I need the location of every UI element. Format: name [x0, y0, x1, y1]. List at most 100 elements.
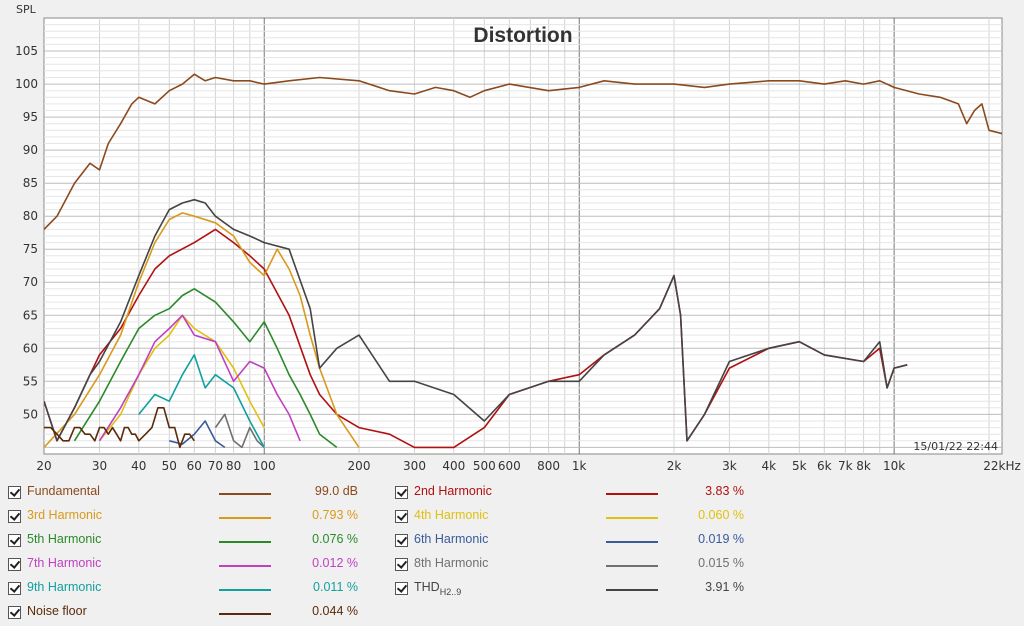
legend-label: Noise floor [27, 604, 87, 618]
grid [44, 18, 1002, 454]
legend-label: 8th Harmonic [414, 556, 488, 570]
x-tick-label: 6k [817, 459, 832, 473]
legend-row: 7th Harmonic 0.012 % [0, 554, 1024, 574]
x-tick-label: 20 [36, 459, 51, 473]
series-8th-harmonic [214, 413, 265, 449]
legend-label: 5th Harmonic [27, 532, 101, 546]
legend-row: 3rd Harmonic 0.793 % [0, 506, 1024, 526]
legend-checkbox[interactable] [395, 486, 408, 499]
legend-label-text: Noise floor [27, 604, 87, 618]
y-tick-label: 85 [23, 176, 38, 190]
legend-swatch [219, 493, 271, 495]
legend-checkbox[interactable] [395, 534, 408, 547]
series-group [44, 73, 1002, 449]
x-tick-label: 300 [403, 459, 426, 473]
y-tick-label: 60 [23, 341, 38, 355]
series-5th-harmonic [73, 287, 338, 449]
x-tick-label: 22kHz [983, 459, 1021, 473]
x-tick-label: 1k [572, 459, 587, 473]
y-axis: 50 55 60 65 70 75 80 85 90 95 100 105 [15, 44, 38, 421]
legend-swatch [219, 541, 271, 543]
legend-checkbox[interactable] [8, 510, 21, 523]
legend-row: THDH2..9 3.91 % [0, 578, 1024, 598]
legend-swatch [606, 517, 658, 519]
legend-value: 0.076 % [312, 532, 358, 546]
y-tick-label: 55 [23, 374, 38, 388]
series-6th-harmonic [169, 420, 226, 449]
legend-row: 8th Harmonic 0.015 % [0, 554, 1024, 574]
legend-checkbox[interactable] [8, 534, 21, 547]
legend-label-text: 8th Harmonic [414, 556, 489, 570]
legend-swatch [219, 517, 271, 519]
legend-label: 7th Harmonic [27, 556, 101, 570]
legend-label-text: 7th Harmonic [27, 556, 102, 570]
x-tick-label: 7k [838, 459, 853, 473]
legend-label-text: 4th Harmonic [414, 508, 489, 522]
y-tick-label: 75 [23, 242, 38, 256]
legend-label-text: 9th Harmonic [27, 580, 102, 594]
y-tick-label: 70 [23, 275, 38, 289]
series-7th-harmonic [98, 314, 301, 442]
legend-row: 4th Harmonic 0.060 % [0, 506, 1024, 526]
x-tick-label: 800 [537, 459, 560, 473]
legend-checkbox[interactable] [8, 582, 21, 595]
x-tick-label: 30 [92, 459, 107, 473]
legend-checkbox[interactable] [395, 558, 408, 571]
legend-label-text: 5th Harmonic [27, 532, 102, 546]
legend-value: 3.91 % [705, 580, 744, 594]
x-tick-label: 70 [208, 459, 223, 473]
series-3rd-harmonic [44, 212, 360, 448]
x-tick-label: 10k [883, 459, 905, 473]
y-tick-label: 105 [15, 44, 38, 58]
legend-checkbox[interactable] [8, 606, 21, 619]
x-tick-label: 600 [498, 459, 521, 473]
legend-label-subscript: H2..9 [439, 587, 462, 597]
y-tick-label: 95 [23, 110, 38, 124]
x-tick-label: 50 [162, 459, 177, 473]
legend-swatch [219, 565, 271, 567]
y-tick-label: 90 [23, 143, 38, 157]
legend-swatch [219, 613, 271, 615]
x-axis: 20 30 40 50 60 70 80 100 200 300 400 500 600 800 1k 2k 3… [36, 459, 1020, 473]
x-tick-label: 400 [442, 459, 465, 473]
series-thd [44, 198, 908, 442]
legend-value: 99.0 dB [314, 484, 358, 498]
y-tick-label: 65 [23, 308, 38, 322]
legend-label: 4th Harmonic [414, 508, 488, 522]
x-tick-label: 100 [253, 459, 276, 473]
legend-label-text: 2nd Harmonic [414, 484, 492, 498]
legend-swatch [606, 565, 658, 567]
legend-checkbox[interactable] [395, 582, 408, 595]
x-tick-label: 8k [856, 459, 871, 473]
legend-swatch [606, 493, 658, 495]
x-tick-label: 40 [131, 459, 146, 473]
legend-value: 0.011 % [313, 580, 358, 594]
legend-row: 2nd Harmonic 3.83 % [0, 482, 1024, 502]
legend-value: 0.044 % [312, 604, 358, 618]
legend-label: Fundamental [27, 484, 100, 498]
legend-value: 3.83 % [705, 484, 744, 498]
legend-value: 0.793 % [312, 508, 358, 522]
legend-swatch [606, 589, 658, 591]
legend-row: Fundamental 99.0 dB [0, 482, 1024, 502]
legend-value: 0.015 % [698, 556, 744, 570]
legend-label-text: Fundamental [27, 484, 100, 498]
chart-title: Distortion [473, 24, 572, 47]
legend-label: 2nd Harmonic [414, 484, 492, 498]
x-tick-label: 200 [348, 459, 371, 473]
legend-checkbox[interactable] [395, 510, 408, 523]
legend-row: Noise floor 0.044 % [0, 602, 1024, 622]
series-noise-floor [44, 406, 195, 449]
distortion-chart: 20 30 40 50 60 70 80 100 200 300 400 500 600 800 1k 2k 3… [15, 3, 1021, 473]
series-9th-harmonic [138, 354, 265, 448]
legend-checkbox[interactable] [8, 558, 21, 571]
x-tick-label: 60 [187, 459, 202, 473]
y-axis-label: SPL [16, 3, 37, 16]
legend-row: 6th Harmonic 0.019 % [0, 530, 1024, 550]
legend-checkbox[interactable] [8, 486, 21, 499]
legend-label-text: THD [414, 580, 440, 594]
legend-label: 9th Harmonic [27, 580, 101, 594]
legend-row: 9th Harmonic 0.011 % [0, 578, 1024, 598]
legend-label: THDH2..9 [414, 580, 461, 597]
x-tick-label: 80 [226, 459, 241, 473]
